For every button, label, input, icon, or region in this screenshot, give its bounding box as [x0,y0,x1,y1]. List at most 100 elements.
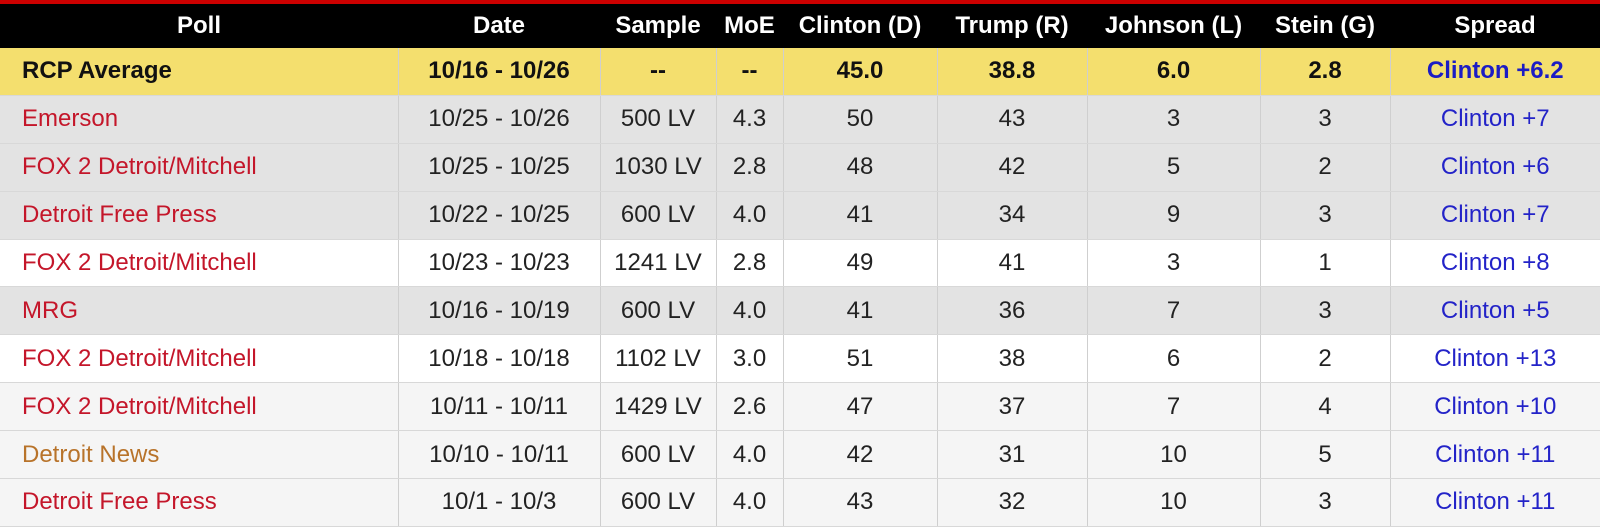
cell: 3 [1086,95,1260,144]
cell: 10/22 - 10/25 [397,191,600,240]
cell: 3 [1086,239,1260,288]
poll-name: RCP Average [0,48,398,96]
cell: 37 [936,382,1087,432]
table-body: RCP Average 10/16 - 10/26 -- -- 45.0 38.8 6.0 2… [0,48,1600,527]
cell: Clinton +11 [1389,430,1600,480]
cell: 3 [1259,478,1390,527]
cell: Clinton +6.2 [1389,48,1600,96]
cell: 600 LV [599,478,716,527]
poll-name: FOX 2 Detroit/Mitchell [0,143,398,192]
cell: 10 [1086,478,1260,527]
cell: 49 [782,239,937,288]
cell: 4.0 [715,286,783,336]
column-header: Sample [600,2,716,48]
cell: 2 [1259,334,1390,384]
cell: 10/16 - 10/26 [397,48,600,96]
poll-row: Detroit News 10/10 - 10/11 600 LV 4.0 42 31 10… [0,430,1600,480]
cell: 10/25 - 10/26 [397,95,600,144]
cell: 31 [936,430,1087,480]
poll-row: MRG 10/16 - 10/19 600 LV 4.0 41 36 7 3 Clinton +… [0,286,1600,336]
cell: 3.0 [715,334,783,384]
column-header: Johnson (L) [1087,2,1260,48]
cell: 3 [1259,286,1390,336]
cell: 42 [782,430,937,480]
cell: 4 [1259,382,1390,432]
cell: 2.6 [715,382,783,432]
cell: 42 [936,143,1087,192]
poll-name: FOX 2 Detroit/Mitchell [0,239,398,288]
cell: Clinton +7 [1389,95,1600,144]
cell: 6.0 [1086,48,1260,96]
cell: -- [599,48,716,96]
column-header: Date [398,2,600,48]
header-row: Poll Date Sample MoE Clinton (D) Trump (R) Joh… [0,2,1600,48]
cell: 4.0 [715,430,783,480]
cell: 7 [1086,382,1260,432]
cell: 4.0 [715,191,783,240]
average-row: RCP Average 10/16 - 10/26 -- -- 45.0 38.8 6.0 2… [0,48,1600,96]
cell: 41 [782,286,937,336]
cell: 10/25 - 10/25 [397,143,600,192]
cell: 6 [1086,334,1260,384]
cell: 1030 LV [599,143,716,192]
cell: 2 [1259,143,1390,192]
cell: 51 [782,334,937,384]
cell: 45.0 [782,48,937,96]
cell: 43 [782,478,937,527]
cell: 10/18 - 10/18 [397,334,600,384]
cell: 2.8 [715,239,783,288]
poll-row: Detroit Free Press 10/22 - 10/25 600 LV 4.0… [0,191,1600,240]
poll-name: Detroit News [0,430,398,480]
column-header: Trump (R) [937,2,1087,48]
cell: 36 [936,286,1087,336]
poll-name: Emerson [0,95,398,144]
cell: Clinton +11 [1389,478,1600,527]
cell: Clinton +13 [1389,334,1600,384]
cell: Clinton +5 [1389,286,1600,336]
cell: Clinton +7 [1389,191,1600,240]
cell: 9 [1086,191,1260,240]
cell: 1241 LV [599,239,716,288]
poll-row: FOX 2 Detroit/Mitchell 10/23 - 10/23 1241 … [0,239,1600,288]
poll-name: Detroit Free Press [0,478,398,527]
cell: Clinton +8 [1389,239,1600,288]
cell: 10/1 - 10/3 [397,478,600,527]
cell: 600 LV [599,191,716,240]
cell: 10/10 - 10/11 [397,430,600,480]
cell: Clinton +10 [1389,382,1600,432]
poll-row: FOX 2 Detroit/Mitchell 10/18 - 10/18 1102 … [0,334,1600,384]
cell: 47 [782,382,937,432]
cell: 3 [1259,95,1390,144]
cell: 10/11 - 10/11 [397,382,600,432]
cell: 4.3 [715,95,783,144]
cell: 3 [1259,191,1390,240]
poll-row: FOX 2 Detroit/Mitchell 10/11 - 10/11 1429 … [0,382,1600,432]
poll-name: FOX 2 Detroit/Mitchell [0,334,398,384]
cell: 41 [936,239,1087,288]
cell: 4.0 [715,478,783,527]
cell: 1102 LV [599,334,716,384]
cell: 2.8 [1259,48,1390,96]
cell: 38.8 [936,48,1087,96]
poll-row: FOX 2 Detroit/Mitchell 10/25 - 10/25 1030 … [0,143,1600,192]
cell: 5 [1259,430,1390,480]
cell: 600 LV [599,430,716,480]
cell: Clinton +6 [1389,143,1600,192]
cell: 10/23 - 10/23 [397,239,600,288]
cell: 2.8 [715,143,783,192]
poll-row: Emerson 10/25 - 10/26 500 LV 4.3 50 43 3 3 Clint… [0,95,1600,144]
cell: 41 [782,191,937,240]
cell: 1429 LV [599,382,716,432]
column-header: Poll [0,2,398,48]
column-header: Clinton (D) [783,2,937,48]
poll-row: Detroit Free Press 10/1 - 10/3 600 LV 4.0 43… [0,478,1600,527]
cell: 34 [936,191,1087,240]
cell: 7 [1086,286,1260,336]
poll-name: FOX 2 Detroit/Mitchell [0,382,398,432]
cell: 38 [936,334,1087,384]
cell: 48 [782,143,937,192]
cell: 5 [1086,143,1260,192]
cell: 10/16 - 10/19 [397,286,600,336]
